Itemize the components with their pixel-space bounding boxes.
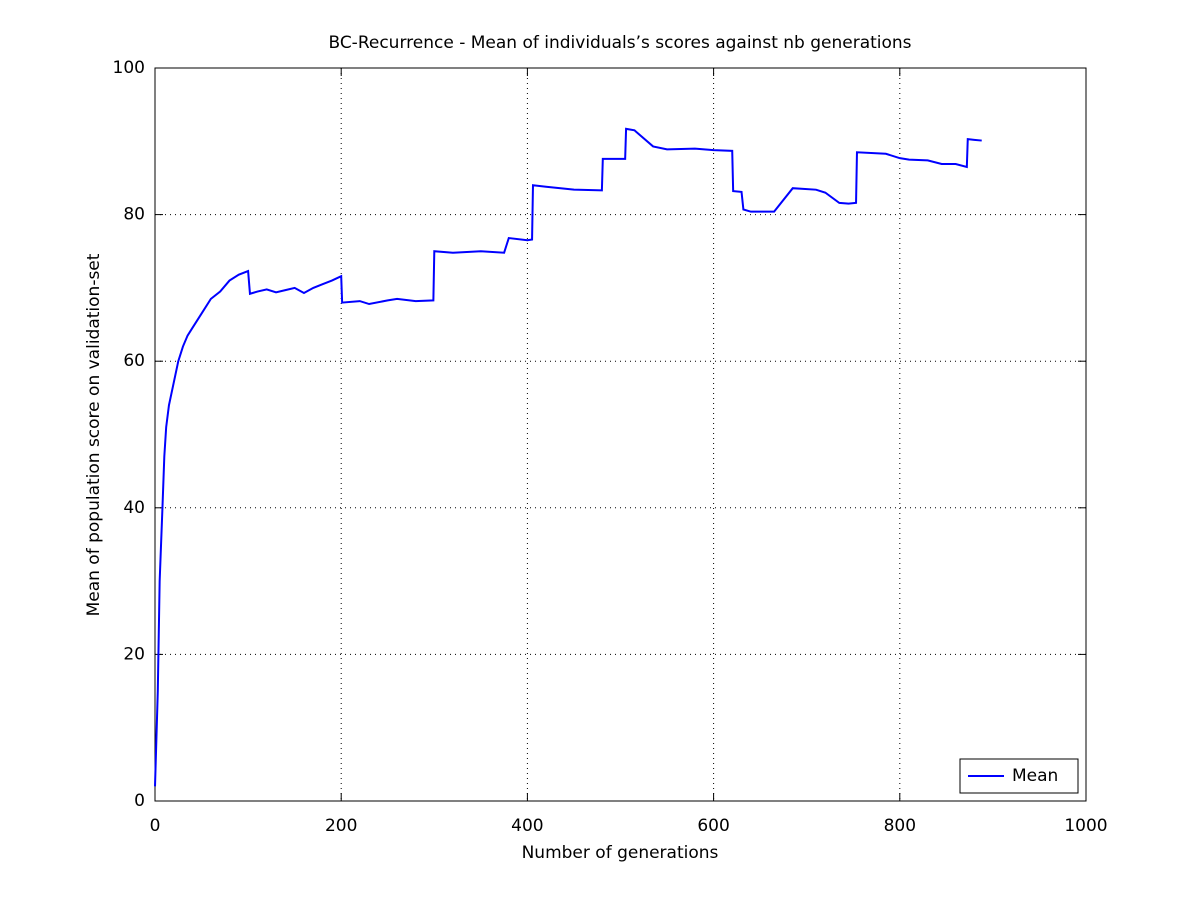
plot-frame [154, 67, 1087, 802]
y-tick-label: 60 [123, 351, 145, 371]
x-tick-label: 200 [325, 816, 357, 836]
y-tick-label: 100 [113, 58, 145, 78]
y-tick-label: 80 [123, 205, 145, 225]
legend-label: Mean [1012, 766, 1058, 786]
y-tick-label: 20 [123, 644, 145, 664]
x-tick-label: 600 [697, 816, 729, 836]
chart-title: BC-Recurrence - Mean of individuals’s sc… [328, 33, 911, 53]
x-tick-label: 1000 [1064, 816, 1107, 836]
x-tick-label: 800 [884, 816, 916, 836]
x-tick-label: 0 [150, 816, 161, 836]
y-axis-label: Mean of population score on validation-s… [84, 253, 104, 616]
x-axis-label: Number of generations [522, 843, 719, 863]
x-tick-label: 400 [511, 816, 543, 836]
y-tick-label: 40 [123, 498, 145, 518]
y-tick-label: 0 [134, 791, 145, 811]
data-line [154, 127, 982, 787]
